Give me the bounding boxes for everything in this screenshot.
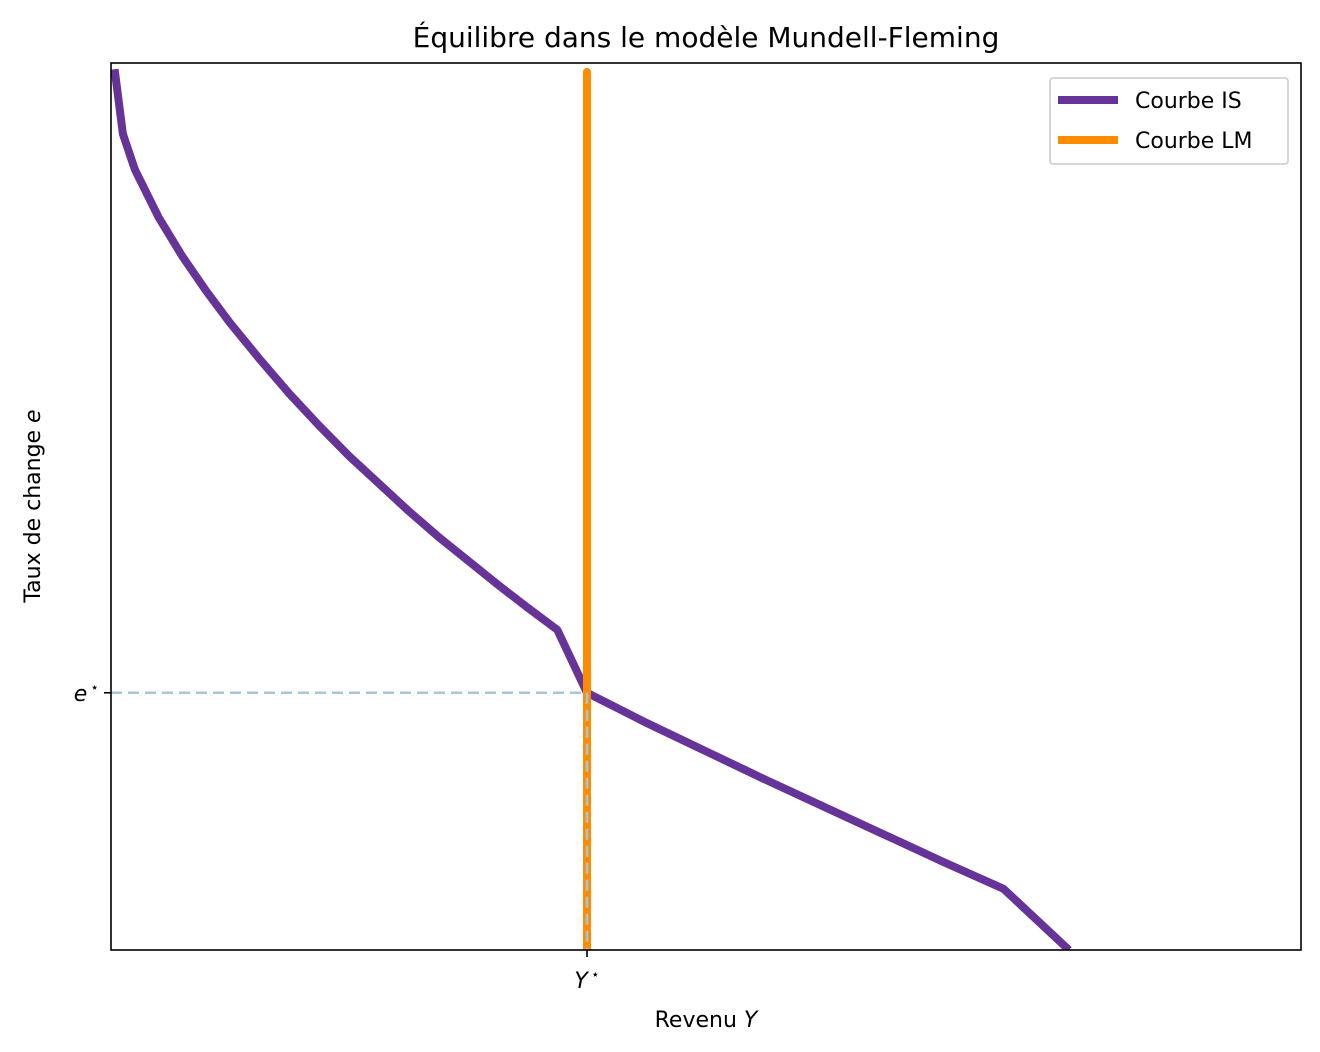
legend: Courbe IS Courbe LM (1049, 77, 1289, 165)
equilibrium-guides (111, 691, 589, 950)
x-tick-label: Y ⋆ (574, 967, 599, 994)
plot-area (111, 67, 1072, 950)
series-line-is (111, 68, 1072, 950)
chart-title: Équilibre dans le modèle Mundell-Fleming (413, 20, 1000, 54)
x-axis-label: Revenu Y (655, 1008, 759, 1033)
x-axis-label-var: Y (744, 1008, 759, 1033)
legend-label-lm: Courbe LM (1135, 129, 1253, 154)
y-axis-label-var: e (21, 409, 46, 423)
x-axis-label-text: Revenu (655, 1008, 744, 1033)
y-axis-label-text: Taux de change (21, 423, 46, 604)
axis-ticks: Y ⋆ e ⋆ (74, 680, 600, 994)
plot-frame (110, 62, 1302, 951)
y-tick-label: e ⋆ (74, 680, 99, 707)
legend-label-is: Courbe IS (1135, 89, 1242, 114)
y-axis-label: Taux de change e (21, 409, 46, 603)
